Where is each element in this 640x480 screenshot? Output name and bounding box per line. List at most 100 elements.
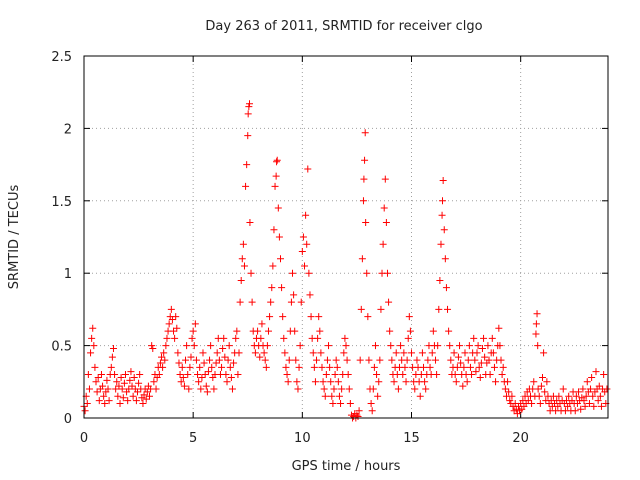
data-point — [130, 373, 138, 381]
data-point — [203, 388, 211, 396]
data-point — [565, 392, 573, 400]
data-point — [235, 349, 243, 357]
data-point — [422, 385, 430, 393]
data-point — [148, 342, 156, 350]
data-point — [381, 175, 389, 183]
data-point — [149, 344, 157, 352]
data-point — [380, 204, 388, 212]
data-point — [133, 388, 141, 396]
data-point — [277, 255, 284, 263]
x-axis-label: GPS time / hours — [292, 459, 401, 474]
data-point — [413, 356, 421, 364]
data-point — [311, 378, 319, 386]
data-point — [210, 385, 218, 393]
data-point — [365, 356, 373, 364]
data-points — [80, 100, 611, 422]
data-point — [461, 349, 469, 357]
data-point — [292, 356, 300, 364]
data-point — [240, 262, 248, 270]
data-point — [475, 363, 483, 371]
data-point — [420, 363, 428, 371]
x-tick-label: 10 — [294, 431, 311, 446]
data-point — [382, 219, 390, 227]
data-point — [333, 363, 341, 371]
data-point — [258, 320, 266, 328]
data-point — [499, 363, 507, 371]
data-point — [158, 353, 166, 361]
data-point — [400, 349, 408, 357]
data-point — [187, 353, 195, 361]
data-point — [121, 371, 129, 379]
data-point — [484, 342, 492, 350]
data-point — [227, 373, 235, 381]
data-point — [307, 313, 315, 321]
data-point — [107, 363, 115, 371]
data-point — [146, 392, 153, 400]
data-point — [459, 382, 467, 390]
data-point — [322, 371, 330, 379]
data-point — [323, 356, 331, 364]
data-point — [171, 334, 179, 342]
data-point — [114, 392, 122, 400]
data-point — [404, 334, 412, 342]
data-point — [313, 356, 321, 364]
data-point — [100, 392, 108, 400]
data-point — [320, 385, 328, 393]
data-point — [481, 353, 489, 361]
data-point — [192, 356, 200, 364]
data-point — [337, 400, 345, 408]
data-point — [583, 378, 591, 386]
data-point — [90, 342, 98, 350]
data-point — [530, 378, 538, 386]
data-point — [450, 349, 458, 357]
data-point — [162, 342, 170, 350]
data-point — [194, 371, 202, 379]
data-point — [543, 378, 551, 386]
data-point — [388, 356, 396, 364]
data-point — [392, 349, 400, 357]
data-point — [239, 240, 247, 248]
data-point — [178, 363, 186, 371]
data-point — [490, 363, 498, 371]
x-tick-label: 5 — [189, 431, 197, 446]
data-point — [156, 359, 164, 367]
data-point — [445, 327, 453, 335]
data-point — [275, 233, 283, 241]
y-tick-label: 2.5 — [51, 50, 72, 65]
data-point — [119, 394, 127, 402]
data-point — [327, 378, 335, 386]
data-point — [200, 359, 208, 367]
data-point — [406, 327, 414, 335]
data-point — [287, 298, 295, 306]
data-point — [128, 382, 136, 390]
data-point — [506, 397, 514, 405]
data-point — [524, 397, 532, 405]
data-point — [112, 385, 120, 393]
data-point — [309, 349, 317, 357]
data-point — [440, 226, 448, 234]
data-point — [303, 240, 311, 248]
data-point — [429, 327, 437, 335]
data-point — [93, 388, 101, 396]
data-point — [129, 392, 137, 400]
data-point — [460, 363, 468, 371]
data-point — [435, 305, 443, 313]
data-point — [533, 310, 541, 318]
data-point — [291, 327, 299, 335]
data-point — [208, 363, 216, 371]
data-point — [325, 342, 333, 350]
data-point — [577, 405, 585, 413]
data-point — [489, 349, 497, 357]
data-point — [254, 327, 262, 335]
data-point — [433, 371, 441, 379]
data-point — [318, 363, 326, 371]
data-point — [297, 298, 305, 306]
data-point — [442, 284, 450, 292]
data-point — [528, 400, 536, 408]
data-point — [92, 378, 100, 386]
data-point — [580, 397, 588, 405]
data-point — [284, 378, 292, 386]
data-point — [424, 356, 432, 364]
data-point — [356, 356, 364, 364]
data-point — [579, 385, 587, 393]
